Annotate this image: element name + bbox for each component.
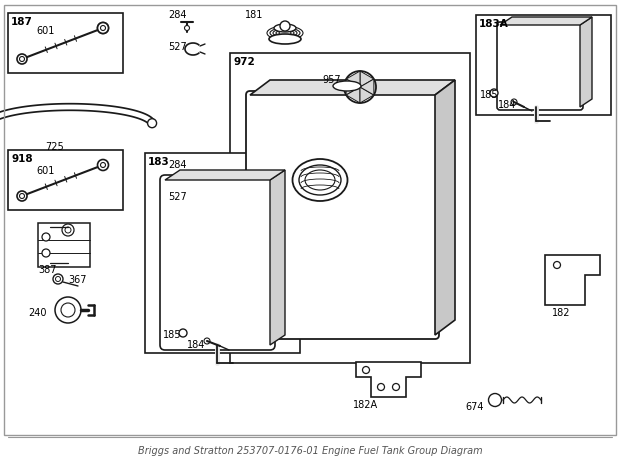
Text: 284: 284 <box>168 10 187 20</box>
Text: 185: 185 <box>480 90 498 100</box>
Text: 527: 527 <box>168 192 187 202</box>
Polygon shape <box>270 170 285 345</box>
Ellipse shape <box>299 165 341 195</box>
Circle shape <box>204 338 210 344</box>
Circle shape <box>185 26 190 31</box>
Text: 240: 240 <box>28 308 46 318</box>
Text: 183A: 183A <box>479 19 509 29</box>
Circle shape <box>97 22 108 33</box>
Circle shape <box>62 224 74 236</box>
Ellipse shape <box>274 24 296 32</box>
Circle shape <box>55 297 81 323</box>
Polygon shape <box>580 17 592 107</box>
Circle shape <box>97 159 108 171</box>
Text: eReplacementParts.com: eReplacementParts.com <box>234 244 386 257</box>
Polygon shape <box>545 255 600 305</box>
Ellipse shape <box>276 30 294 36</box>
Text: 187: 187 <box>11 17 33 27</box>
Text: 182A: 182A <box>353 400 378 410</box>
Polygon shape <box>356 362 421 397</box>
Circle shape <box>490 89 498 97</box>
Polygon shape <box>360 87 374 103</box>
Text: 601: 601 <box>36 26 55 36</box>
Text: 182: 182 <box>552 308 570 318</box>
Polygon shape <box>360 79 374 95</box>
Text: 185: 185 <box>163 330 182 340</box>
Circle shape <box>42 233 50 241</box>
Circle shape <box>19 193 25 199</box>
Bar <box>8 150 123 210</box>
Circle shape <box>17 191 27 201</box>
Bar <box>230 53 470 363</box>
Circle shape <box>363 366 370 373</box>
Circle shape <box>17 54 27 64</box>
Ellipse shape <box>279 31 291 35</box>
Text: 284: 284 <box>168 160 187 170</box>
Text: 181: 181 <box>245 10 264 20</box>
Circle shape <box>378 384 384 391</box>
Circle shape <box>19 57 25 61</box>
Text: 957: 957 <box>322 75 340 85</box>
Circle shape <box>489 393 502 406</box>
Bar <box>476 15 611 115</box>
Text: 387: 387 <box>38 265 56 275</box>
Text: 725: 725 <box>45 142 64 152</box>
Polygon shape <box>250 80 455 95</box>
Text: 674: 674 <box>465 402 484 412</box>
Ellipse shape <box>270 28 300 38</box>
Text: 972: 972 <box>234 57 255 67</box>
Circle shape <box>392 384 399 391</box>
Polygon shape <box>346 71 360 87</box>
Text: 184: 184 <box>187 340 205 350</box>
Circle shape <box>53 274 63 284</box>
Text: 918: 918 <box>11 154 33 164</box>
Circle shape <box>511 99 517 105</box>
Circle shape <box>56 277 61 281</box>
Text: 527: 527 <box>168 42 187 52</box>
FancyBboxPatch shape <box>246 91 439 339</box>
Text: 367: 367 <box>68 275 87 285</box>
Circle shape <box>61 303 75 317</box>
Text: 601: 601 <box>36 166 55 176</box>
Bar <box>145 153 300 353</box>
Ellipse shape <box>333 81 361 91</box>
Ellipse shape <box>269 34 301 44</box>
Circle shape <box>100 162 105 167</box>
Circle shape <box>179 329 187 337</box>
Circle shape <box>352 79 368 95</box>
Ellipse shape <box>293 159 347 201</box>
Circle shape <box>97 22 108 33</box>
Circle shape <box>42 249 50 257</box>
FancyBboxPatch shape <box>497 22 583 110</box>
Text: Briggs and Stratton 253707-0176-01 Engine Fuel Tank Group Diagram: Briggs and Stratton 253707-0176-01 Engin… <box>138 446 482 456</box>
Ellipse shape <box>267 26 303 40</box>
Circle shape <box>100 26 105 31</box>
Text: 184: 184 <box>498 100 516 110</box>
Polygon shape <box>165 170 285 180</box>
Polygon shape <box>346 87 360 103</box>
Circle shape <box>148 119 157 128</box>
Circle shape <box>554 261 560 268</box>
Circle shape <box>185 175 190 180</box>
Circle shape <box>65 227 71 233</box>
Bar <box>38 223 90 267</box>
Polygon shape <box>500 17 592 25</box>
Text: 183: 183 <box>148 157 170 167</box>
Circle shape <box>280 21 290 31</box>
Polygon shape <box>360 71 374 87</box>
Bar <box>8 13 123 73</box>
Ellipse shape <box>273 29 297 37</box>
Ellipse shape <box>305 170 335 190</box>
FancyBboxPatch shape <box>160 175 275 350</box>
Polygon shape <box>346 79 360 95</box>
Polygon shape <box>435 80 455 335</box>
